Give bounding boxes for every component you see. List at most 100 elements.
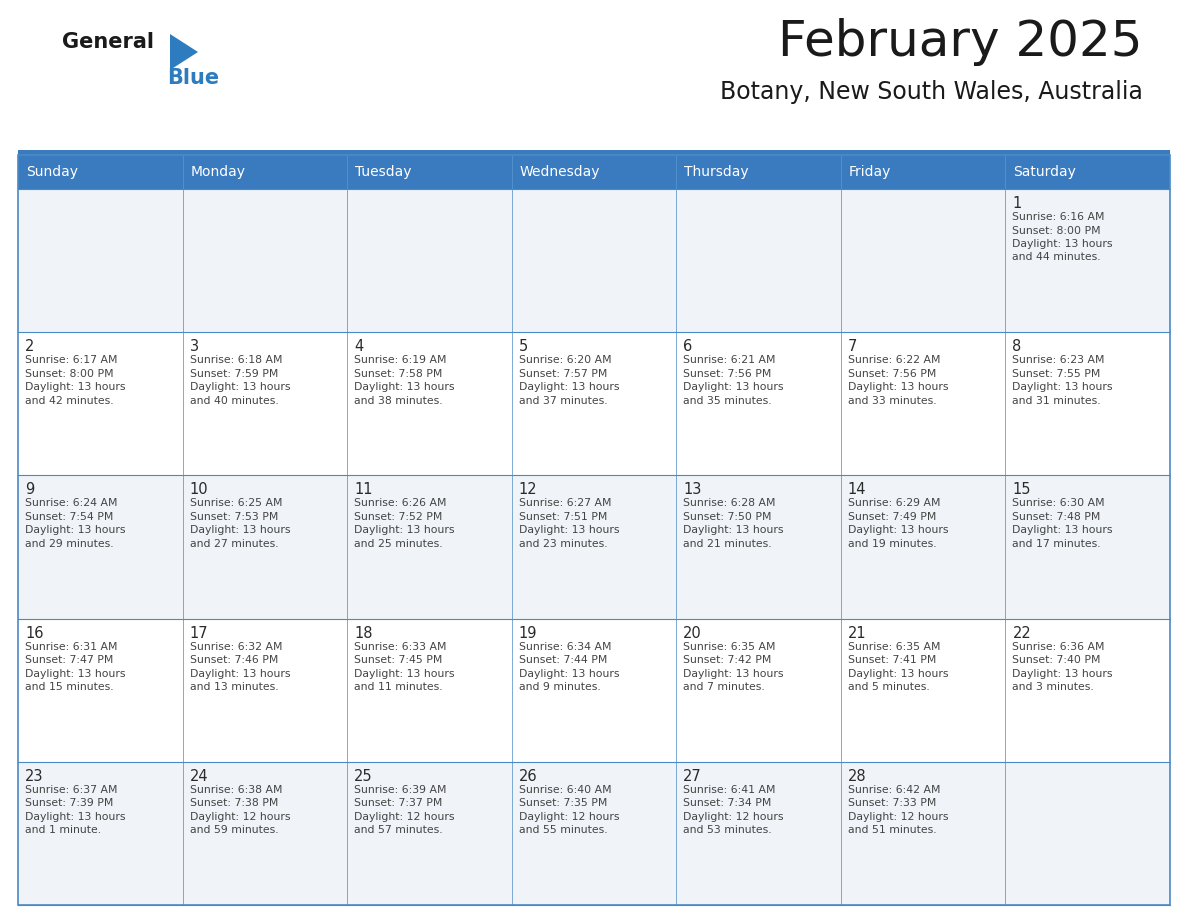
Text: Sunrise: 6:23 AM: Sunrise: 6:23 AM bbox=[1012, 355, 1105, 365]
Text: Daylight: 13 hours: Daylight: 13 hours bbox=[354, 382, 455, 392]
Text: and 44 minutes.: and 44 minutes. bbox=[1012, 252, 1101, 263]
Text: and 51 minutes.: and 51 minutes. bbox=[848, 825, 936, 835]
Text: Sunset: 7:54 PM: Sunset: 7:54 PM bbox=[25, 512, 113, 522]
Text: and 15 minutes.: and 15 minutes. bbox=[25, 682, 114, 692]
Bar bbox=[18, 332, 1170, 476]
Text: Daylight: 13 hours: Daylight: 13 hours bbox=[848, 525, 948, 535]
Text: and 35 minutes.: and 35 minutes. bbox=[683, 396, 772, 406]
Text: and 38 minutes.: and 38 minutes. bbox=[354, 396, 443, 406]
Text: Sunset: 8:00 PM: Sunset: 8:00 PM bbox=[25, 369, 114, 379]
Text: 10: 10 bbox=[190, 482, 208, 498]
Text: 19: 19 bbox=[519, 625, 537, 641]
Text: and 29 minutes.: and 29 minutes. bbox=[25, 539, 114, 549]
Text: Sunrise: 6:41 AM: Sunrise: 6:41 AM bbox=[683, 785, 776, 795]
Text: Sunset: 7:37 PM: Sunset: 7:37 PM bbox=[354, 799, 442, 809]
Bar bbox=[512, 155, 676, 189]
Text: Sunrise: 6:18 AM: Sunrise: 6:18 AM bbox=[190, 355, 282, 365]
Text: 26: 26 bbox=[519, 768, 537, 784]
Bar bbox=[18, 155, 1170, 905]
Text: Daylight: 13 hours: Daylight: 13 hours bbox=[25, 668, 126, 678]
Text: Wednesday: Wednesday bbox=[519, 165, 600, 179]
Text: Daylight: 13 hours: Daylight: 13 hours bbox=[190, 382, 290, 392]
Text: Thursday: Thursday bbox=[684, 165, 748, 179]
Text: 20: 20 bbox=[683, 625, 702, 641]
Text: and 59 minutes.: and 59 minutes. bbox=[190, 825, 278, 835]
Text: and 3 minutes.: and 3 minutes. bbox=[1012, 682, 1094, 692]
Text: Daylight: 13 hours: Daylight: 13 hours bbox=[683, 668, 784, 678]
Text: Monday: Monday bbox=[190, 165, 246, 179]
Text: Daylight: 13 hours: Daylight: 13 hours bbox=[1012, 668, 1113, 678]
Text: Sunrise: 6:31 AM: Sunrise: 6:31 AM bbox=[25, 642, 118, 652]
Text: Daylight: 12 hours: Daylight: 12 hours bbox=[848, 812, 948, 822]
Bar bbox=[18, 762, 1170, 905]
Text: Sunrise: 6:32 AM: Sunrise: 6:32 AM bbox=[190, 642, 282, 652]
Text: and 42 minutes.: and 42 minutes. bbox=[25, 396, 114, 406]
Text: Daylight: 13 hours: Daylight: 13 hours bbox=[1012, 239, 1113, 249]
Bar bbox=[1005, 155, 1170, 189]
Text: 21: 21 bbox=[848, 625, 866, 641]
Text: and 9 minutes.: and 9 minutes. bbox=[519, 682, 600, 692]
Text: Sunday: Sunday bbox=[26, 165, 78, 179]
Text: 25: 25 bbox=[354, 768, 373, 784]
Text: 15: 15 bbox=[1012, 482, 1031, 498]
Text: Sunrise: 6:35 AM: Sunrise: 6:35 AM bbox=[683, 642, 776, 652]
Text: Daylight: 13 hours: Daylight: 13 hours bbox=[1012, 525, 1113, 535]
Text: and 21 minutes.: and 21 minutes. bbox=[683, 539, 772, 549]
Bar bbox=[18, 189, 1170, 332]
Text: Sunset: 7:46 PM: Sunset: 7:46 PM bbox=[190, 655, 278, 666]
Text: and 55 minutes.: and 55 minutes. bbox=[519, 825, 607, 835]
Text: 14: 14 bbox=[848, 482, 866, 498]
Text: Sunset: 7:53 PM: Sunset: 7:53 PM bbox=[190, 512, 278, 522]
Text: Daylight: 13 hours: Daylight: 13 hours bbox=[1012, 382, 1113, 392]
Text: 3: 3 bbox=[190, 339, 198, 354]
Text: Sunset: 7:51 PM: Sunset: 7:51 PM bbox=[519, 512, 607, 522]
Bar bbox=[347, 155, 512, 189]
Text: and 19 minutes.: and 19 minutes. bbox=[848, 539, 936, 549]
Text: February 2025: February 2025 bbox=[778, 18, 1143, 66]
Text: Daylight: 13 hours: Daylight: 13 hours bbox=[519, 668, 619, 678]
Text: Sunset: 7:50 PM: Sunset: 7:50 PM bbox=[683, 512, 772, 522]
Polygon shape bbox=[170, 34, 198, 70]
Text: 16: 16 bbox=[25, 625, 44, 641]
Text: Daylight: 13 hours: Daylight: 13 hours bbox=[683, 525, 784, 535]
Text: 4: 4 bbox=[354, 339, 364, 354]
Bar bbox=[183, 155, 347, 189]
Text: and 1 minute.: and 1 minute. bbox=[25, 825, 101, 835]
Text: Daylight: 13 hours: Daylight: 13 hours bbox=[354, 525, 455, 535]
Text: Sunrise: 6:35 AM: Sunrise: 6:35 AM bbox=[848, 642, 941, 652]
Text: Daylight: 13 hours: Daylight: 13 hours bbox=[354, 668, 455, 678]
Text: Sunrise: 6:30 AM: Sunrise: 6:30 AM bbox=[1012, 498, 1105, 509]
Text: 2: 2 bbox=[25, 339, 34, 354]
Text: and 7 minutes.: and 7 minutes. bbox=[683, 682, 765, 692]
Text: 23: 23 bbox=[25, 768, 44, 784]
Text: Sunset: 7:42 PM: Sunset: 7:42 PM bbox=[683, 655, 772, 666]
Text: and 33 minutes.: and 33 minutes. bbox=[848, 396, 936, 406]
Text: Sunset: 7:39 PM: Sunset: 7:39 PM bbox=[25, 799, 113, 809]
Text: and 13 minutes.: and 13 minutes. bbox=[190, 682, 278, 692]
Text: Sunrise: 6:29 AM: Sunrise: 6:29 AM bbox=[848, 498, 941, 509]
Text: 9: 9 bbox=[25, 482, 34, 498]
Text: Sunset: 7:56 PM: Sunset: 7:56 PM bbox=[848, 369, 936, 379]
Text: Daylight: 13 hours: Daylight: 13 hours bbox=[190, 668, 290, 678]
Text: Daylight: 13 hours: Daylight: 13 hours bbox=[25, 382, 126, 392]
Text: Sunrise: 6:25 AM: Sunrise: 6:25 AM bbox=[190, 498, 282, 509]
Text: Sunset: 8:00 PM: Sunset: 8:00 PM bbox=[1012, 226, 1101, 236]
Text: Sunrise: 6:34 AM: Sunrise: 6:34 AM bbox=[519, 642, 611, 652]
Text: and 53 minutes.: and 53 minutes. bbox=[683, 825, 772, 835]
Text: Daylight: 12 hours: Daylight: 12 hours bbox=[683, 812, 784, 822]
Text: Daylight: 12 hours: Daylight: 12 hours bbox=[519, 812, 619, 822]
Text: Daylight: 13 hours: Daylight: 13 hours bbox=[519, 525, 619, 535]
Text: Blue: Blue bbox=[168, 68, 219, 88]
Text: Sunset: 7:52 PM: Sunset: 7:52 PM bbox=[354, 512, 442, 522]
Text: Daylight: 13 hours: Daylight: 13 hours bbox=[25, 525, 126, 535]
Text: Sunset: 7:44 PM: Sunset: 7:44 PM bbox=[519, 655, 607, 666]
Text: Sunrise: 6:17 AM: Sunrise: 6:17 AM bbox=[25, 355, 118, 365]
Text: Sunset: 7:58 PM: Sunset: 7:58 PM bbox=[354, 369, 442, 379]
Text: and 27 minutes.: and 27 minutes. bbox=[190, 539, 278, 549]
Text: and 11 minutes.: and 11 minutes. bbox=[354, 682, 443, 692]
Text: Friday: Friday bbox=[849, 165, 891, 179]
Text: Sunset: 7:41 PM: Sunset: 7:41 PM bbox=[848, 655, 936, 666]
Text: 17: 17 bbox=[190, 625, 208, 641]
Text: Sunset: 7:56 PM: Sunset: 7:56 PM bbox=[683, 369, 772, 379]
Text: Sunset: 7:35 PM: Sunset: 7:35 PM bbox=[519, 799, 607, 809]
